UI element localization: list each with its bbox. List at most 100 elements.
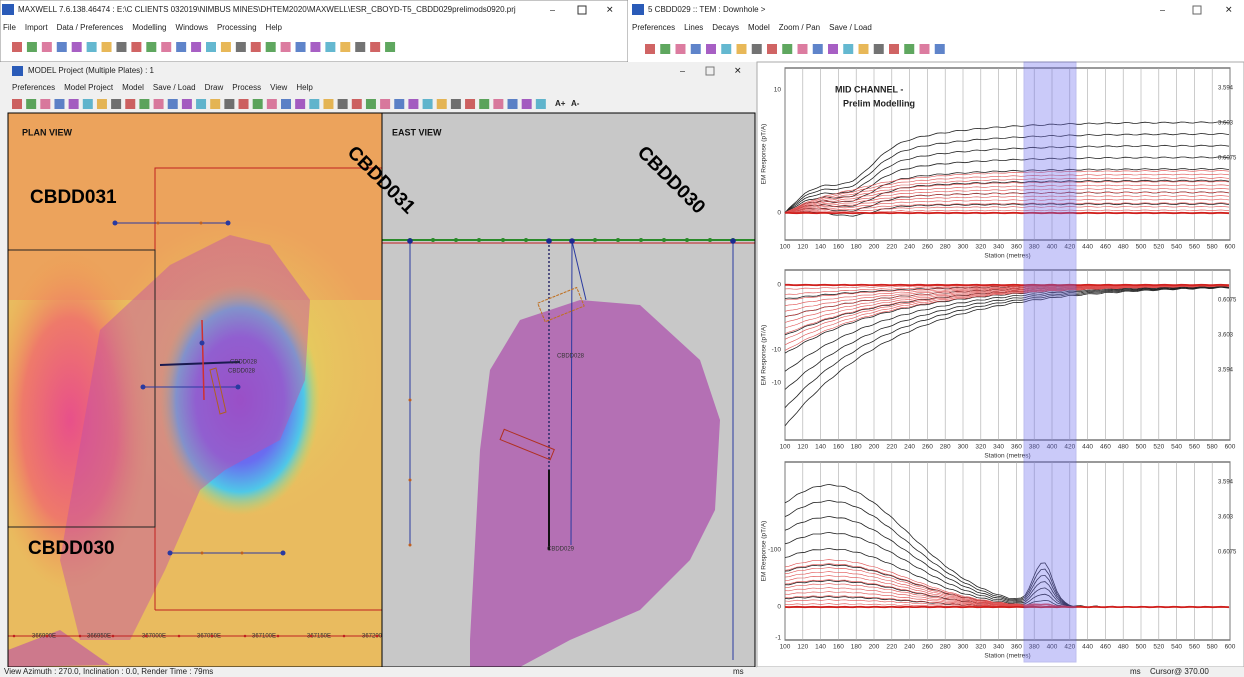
menu-item[interactable]: Draw [205,83,224,92]
tool-button[interactable] [295,99,306,109]
tool-button[interactable] [507,99,518,109]
tool-button[interactable] [153,99,164,109]
tool-button[interactable] [68,99,79,109]
tool-button[interactable] [340,42,351,52]
menu-item[interactable]: Zoom / Pan [779,23,820,32]
tool-button[interactable] [54,99,65,109]
tool-button[interactable] [843,44,854,54]
tool-button[interactable] [323,99,334,109]
tool-button[interactable] [40,99,51,109]
tool-button[interactable] [934,44,945,54]
tool-button[interactable] [370,42,381,52]
menu-item[interactable]: Modelling [132,23,166,32]
tool-button[interactable] [394,99,405,109]
tool-button[interactable] [706,44,716,54]
tool-button[interactable] [12,42,22,52]
tool-button[interactable] [82,99,93,109]
tool-button[interactable] [436,99,447,109]
tool-button[interactable] [280,42,291,52]
tool-button[interactable] [191,42,202,52]
tool-button[interactable] [238,99,249,109]
tool-button[interactable] [675,44,686,54]
font-smaller[interactable]: A- [571,99,580,108]
close-button[interactable]: ✕ [606,4,614,14]
menu-item[interactable]: Model Project [64,83,114,92]
tool-button[interactable] [224,99,235,109]
tool-button[interactable] [41,42,52,52]
menu-item[interactable]: Preferences [632,23,675,32]
tool-button[interactable] [645,44,655,54]
tool-button[interactable] [858,44,869,54]
tool-button[interactable] [161,42,172,52]
tool-button[interactable] [281,99,291,109]
menu-item[interactable]: View [270,83,287,92]
tool-button[interactable] [206,42,216,52]
menu-item[interactable]: Preferences [12,83,55,92]
menu-item[interactable]: Decays [712,23,739,32]
tool-button[interactable] [56,42,67,52]
tool-button[interactable] [380,99,391,109]
tool-button[interactable] [325,42,336,52]
tool-button[interactable] [26,99,37,109]
tool-button[interactable] [751,44,762,54]
tool-button[interactable] [535,99,546,109]
tool-button[interactable] [181,99,192,109]
tool-button[interactable] [889,44,899,54]
tool-button[interactable] [351,99,362,109]
tool-button[interactable] [385,42,396,52]
tool-button[interactable] [252,99,263,109]
tool-button[interactable] [873,44,884,54]
tool-button[interactable] [465,99,476,109]
tool-button[interactable] [919,44,930,54]
tool-button[interactable] [146,42,157,52]
tool-button[interactable] [125,99,136,109]
maximize-button[interactable] [1192,5,1202,15]
tool-button[interactable] [265,42,276,52]
menu-item[interactable]: Processing [217,23,257,32]
tool-button[interactable] [12,99,22,109]
tool-button[interactable] [812,44,823,54]
tool-button[interactable] [250,42,261,52]
minimize-button[interactable]: – [550,4,555,14]
tool-button[interactable] [797,44,808,54]
tool-button[interactable] [355,42,366,52]
maximize-button[interactable] [705,66,715,76]
minimize-button[interactable]: – [680,65,685,75]
menu-item[interactable]: File [3,23,16,32]
menu-item[interactable]: Save / Load [829,23,872,32]
menu-item[interactable]: Help [296,83,313,92]
tool-button[interactable] [116,42,127,52]
menu-item[interactable]: Windows [176,23,208,32]
tool-button[interactable] [139,99,150,109]
tool-button[interactable] [493,99,504,109]
tool-button[interactable] [235,42,246,52]
tool-button[interactable] [479,99,490,109]
menu-item[interactable]: Process [232,83,261,92]
tool-button[interactable] [295,42,306,52]
tool-button[interactable] [309,99,320,109]
tool-button[interactable] [337,99,348,109]
menu-item[interactable]: Model [748,23,770,32]
tool-button[interactable] [767,44,777,54]
tool-button[interactable] [96,99,107,109]
tool-button[interactable] [721,44,732,54]
tool-button[interactable] [660,44,671,54]
maximize-button[interactable] [577,5,587,15]
tool-button[interactable] [196,99,207,109]
menu-item[interactable]: Help [266,23,283,32]
tool-button[interactable] [266,99,277,109]
tool-button[interactable] [167,99,178,109]
tool-button[interactable] [422,99,433,109]
tool-button[interactable] [26,42,37,52]
menu-item[interactable]: Model [122,83,144,92]
tool-button[interactable] [904,44,915,54]
tool-button[interactable] [71,42,82,52]
tool-button[interactable] [86,42,97,52]
tool-button[interactable] [408,99,419,109]
minimize-button[interactable]: – [1160,4,1165,14]
tool-button[interactable] [365,99,376,109]
tool-button[interactable] [521,99,532,109]
tool-button[interactable] [782,44,793,54]
font-larger[interactable]: A+ [555,99,566,108]
close-button[interactable]: ✕ [1225,4,1233,14]
